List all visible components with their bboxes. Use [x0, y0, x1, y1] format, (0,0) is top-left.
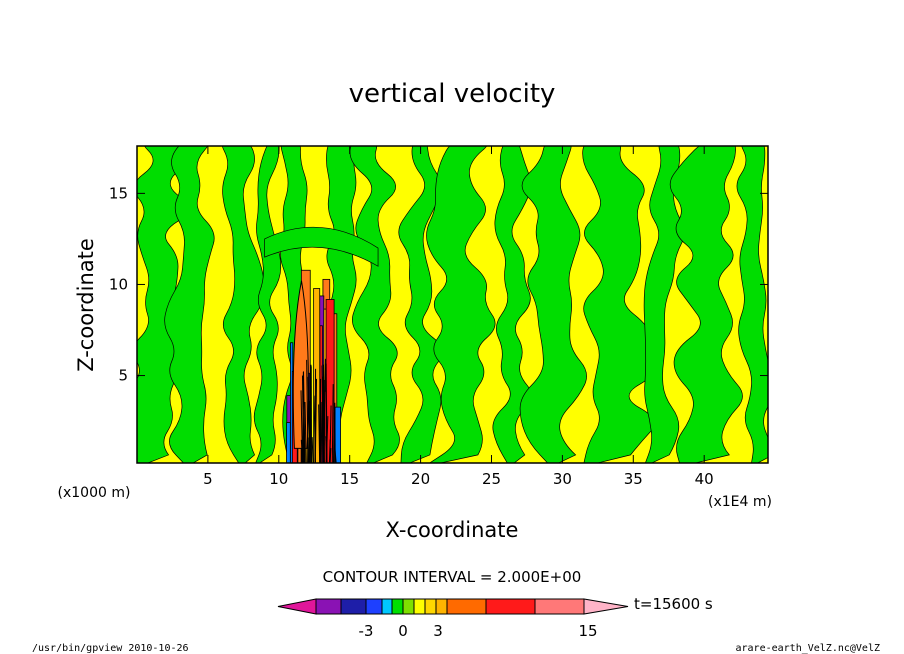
footer-right: arare-earth_VelZ.nc@VelZ: [736, 643, 881, 654]
contour-line: [321, 365, 324, 463]
y-tick-label: 10: [109, 275, 128, 293]
contour-line: [318, 404, 321, 463]
contour-line: [307, 415, 311, 463]
contour-line: [304, 401, 307, 463]
x-tick-label: 40: [695, 470, 714, 488]
colorbar-segment: [424, 598, 437, 615]
x-axis-label: X-coordinate: [386, 518, 519, 542]
updraft-filament: [286, 422, 291, 463]
y-tick-label: 5: [118, 367, 128, 385]
y-axis-label: Z-coordinate: [74, 238, 98, 372]
plot-frame: [136, 145, 769, 464]
colorbar-segment: [534, 598, 585, 615]
colorbar-segment: [402, 598, 415, 615]
x-axis: 5 10 15 20 25 30 35 40: [203, 146, 714, 488]
colorbar-tick-label: 15: [578, 622, 597, 640]
contour-line: [320, 401, 323, 463]
contour-line: [314, 378, 318, 463]
colorbar-segment: [381, 598, 393, 615]
contour-line: [311, 437, 314, 463]
x-tick-label: 20: [411, 470, 430, 488]
colorbar-segment: [315, 598, 342, 615]
contour-line: [332, 412, 335, 463]
chart-title: vertical velocity: [349, 79, 556, 109]
downdraft-band: [426, 146, 496, 463]
time-label: t=15600 s: [634, 595, 713, 613]
contour-line: [302, 371, 306, 463]
colorbar-segment: [365, 598, 383, 615]
contour-interval: CONTOUR INTERVAL = 2.000E+00: [323, 568, 582, 586]
downdraft-band: [736, 146, 768, 463]
x-tick-label: 15: [340, 470, 359, 488]
x-unit-right: (x1E4 m): [708, 494, 772, 510]
contour-line: [300, 390, 304, 463]
downdraft-band: [164, 146, 215, 463]
colorbar-segment: [413, 598, 426, 615]
contour-line: [328, 439, 331, 463]
downdraft-band: [264, 226, 379, 267]
x-tick-label: 30: [553, 470, 572, 488]
colorbar-segment: [446, 598, 487, 615]
x-tick-label: 10: [269, 470, 288, 488]
downdraft-band: [222, 146, 265, 463]
downdraft-band: [643, 146, 685, 463]
contour-line: [306, 359, 309, 463]
colorbar-arrow-low: [277, 598, 317, 615]
contour-line: [329, 448, 332, 463]
contour-line: [331, 384, 334, 463]
x-tick-label: 5: [203, 470, 213, 488]
downdraft-band: [349, 146, 400, 463]
contour-line: [333, 439, 337, 463]
x-unit-left: (x1000 m): [58, 485, 131, 501]
y-tick-label: 15: [109, 184, 128, 202]
plot-area: [137, 146, 768, 463]
contour-line: [302, 412, 305, 463]
colorbar-segment: [485, 598, 536, 615]
colorbar-tick-label: -3: [359, 622, 374, 640]
downdraft-band: [253, 146, 282, 463]
colorbar-arrow-high: [583, 598, 629, 615]
colorbar-segment: [435, 598, 448, 615]
contour-line: [307, 376, 311, 463]
colorbar-tick-label: 3: [433, 622, 443, 640]
footer-left: /usr/bin/gpview 2010-10-26: [32, 643, 189, 654]
downdraft-band: [492, 146, 532, 463]
colorbar-segment: [391, 598, 404, 615]
y-axis: 5 10 15: [109, 184, 768, 385]
x-tick-label: 35: [624, 470, 643, 488]
downdraft-band: [669, 146, 743, 463]
colorbar-segment: [340, 598, 367, 615]
colorbar: -3 0 3 15: [277, 598, 629, 640]
downdraft-band: [519, 146, 587, 463]
updraft-core: [286, 269, 341, 463]
contour-line: [325, 363, 328, 463]
colorbar-tick-label: 0: [398, 622, 408, 640]
contour-line: [302, 442, 305, 463]
x-tick-label: 25: [482, 470, 501, 488]
